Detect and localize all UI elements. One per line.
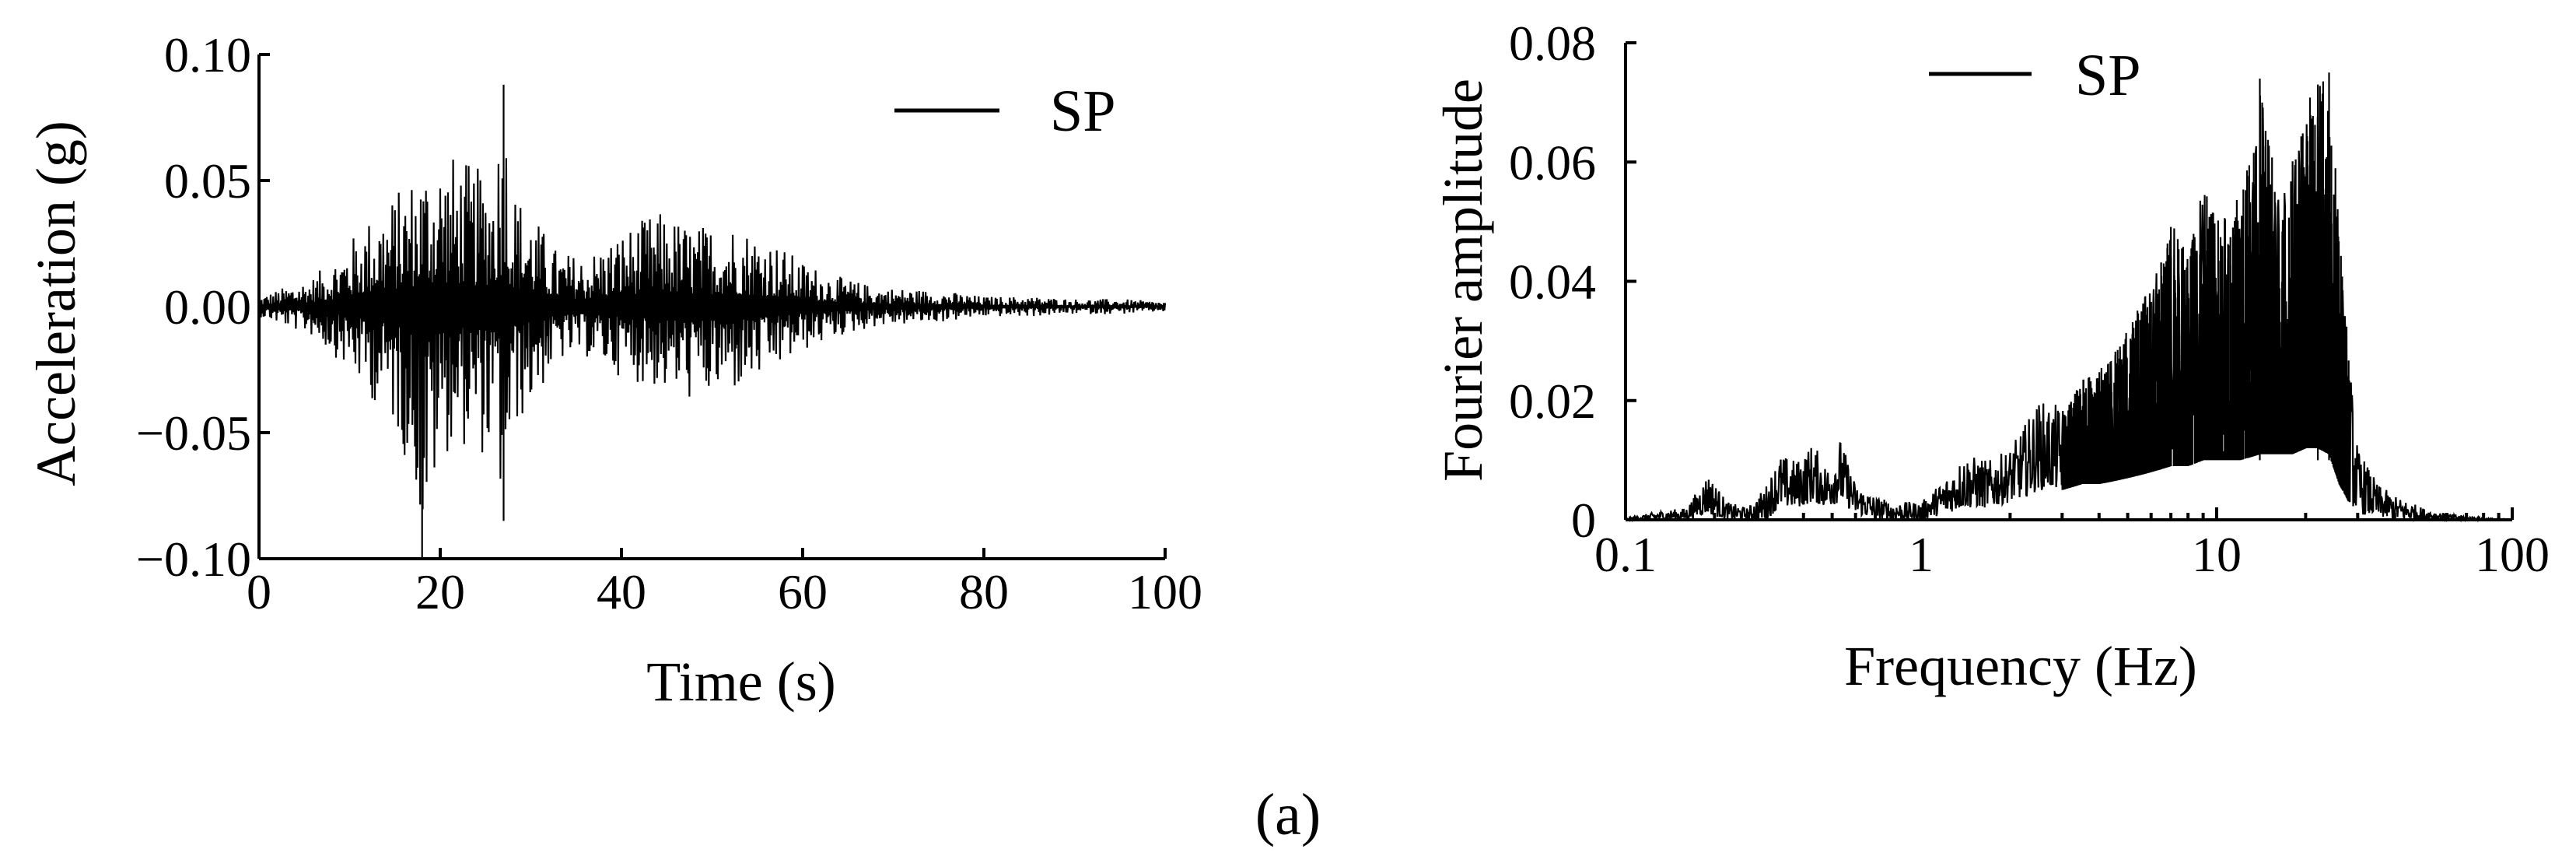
y-tick-label: 0.08 [1509,16,1596,71]
legend: SP [1929,43,2141,108]
y-tick-label: 0.05 [164,153,251,209]
x-tick-label: 100 [1128,564,1202,619]
legend-label-sp: SP [1050,79,1116,144]
y-tick-label: −0.05 [136,405,251,461]
legend: SP [894,79,1116,144]
x-tick-label: 1 [1909,527,1934,582]
y-ticks: −0.10 −0.05 0.00 0.05 0.10 [136,27,270,587]
x-axis-label: Frequency (Hz) [1844,635,2197,697]
x-tick-label: 100 [2475,527,2550,582]
y-tick-label: −0.10 [136,531,251,587]
x-tick-label: 40 [597,564,646,619]
x-tick-label: 0 [247,564,271,619]
figure-caption: (a) [1255,782,1321,847]
y-ticks: 0 0.02 0.04 0.06 0.08 [1509,16,1636,548]
x-tick-label: 0.1 [1594,527,1657,582]
y-tick-label: 0.06 [1509,135,1596,190]
x-tick-label: 10 [2192,527,2242,582]
y-tick-label: 0.00 [164,279,251,335]
x-ticks: 0 20 40 60 80 100 [247,548,1202,619]
y-tick-label: 0.10 [164,27,251,82]
acceleration-chart: 0 20 40 60 80 100 −0.10 −0.05 0.00 0.05 0.10 Time… [25,27,1202,713]
acceleration-trace [257,84,1167,559]
acceleration-series-path [257,84,1167,559]
x-tick-label: 20 [415,564,465,619]
y-axis-label: Acceleration (g) [25,121,87,486]
x-axis-label: Time (s) [646,651,835,713]
y-axis-label: Fourier amplitude [1432,79,1494,482]
x-tick-label: 60 [778,564,828,619]
fourier-chart: 0.1 1 10 100 0 0.02 0.04 0.06 0.08 Frequency (H… [1432,16,2550,697]
y-tick-label: 0.02 [1509,374,1596,429]
x-ticks: 0.1 1 10 100 [1594,507,2550,582]
x-tick-label: 80 [959,564,1009,619]
legend-label-sp: SP [2075,43,2141,108]
fourier-series-path [1625,72,2513,523]
y-tick-label: 0 [1571,493,1596,548]
fourier-trace [1625,72,2513,523]
y-tick-label: 0.04 [1509,254,1596,310]
